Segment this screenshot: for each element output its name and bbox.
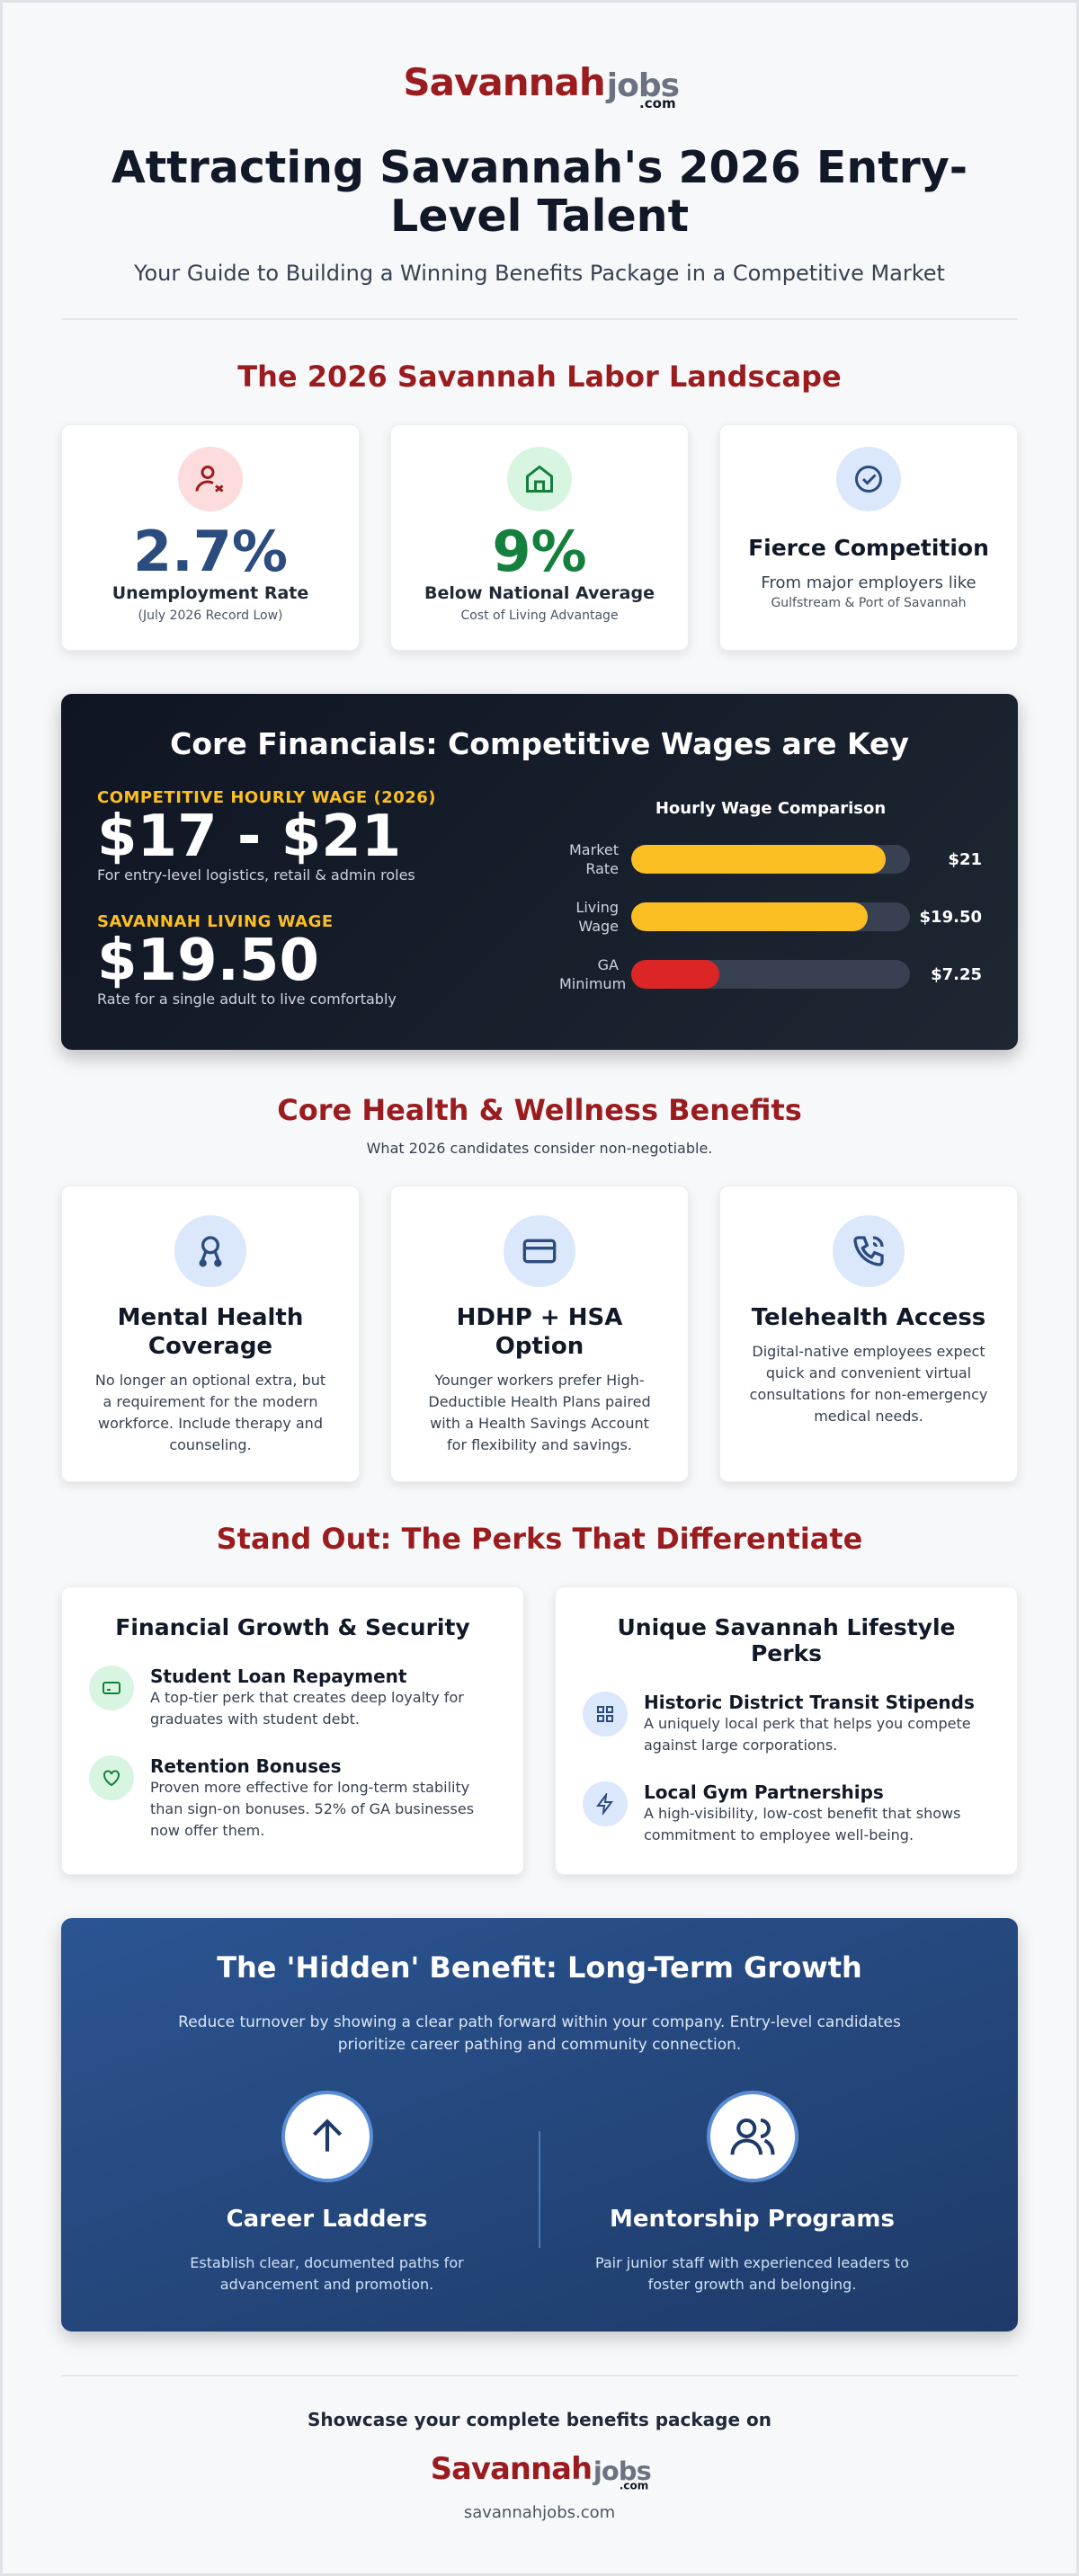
icon <box>178 447 243 511</box>
benefit-card: Telehealth Access Digital-native employe… <box>719 1186 1018 1482</box>
growth-text: Pair junior staff with experienced leade… <box>594 2254 910 2293</box>
icon <box>281 2091 373 2182</box>
bar <box>631 960 719 989</box>
stat-label: Below National Average <box>424 583 655 603</box>
section-heading: Stand Out: The Perks That Differentiate <box>216 1522 863 1556</box>
card-title: Mental Health Coverage <box>117 1304 304 1360</box>
footer-logo: Savannah jobs .com <box>156 2450 922 2492</box>
benefit-card: Mental Health Coverage No longer an opti… <box>61 1186 360 1482</box>
bar <box>631 845 887 874</box>
icon <box>174 1215 246 1287</box>
logo-suffix: .com <box>619 2479 649 2492</box>
logo-name: Savannah <box>403 60 605 104</box>
logo: Savannah jobs .com <box>61 60 1018 111</box>
icon <box>89 1666 134 1710</box>
perk-text: A uniquely local perk that helps you com… <box>644 1715 971 1754</box>
perk-card: Financial Growth & Security Student Loan… <box>61 1586 524 1875</box>
stat-card: 2.7% Unemployment Rate (July 2026 Record… <box>61 424 360 651</box>
growth-title: Mentorship Programs <box>610 2206 895 2233</box>
bar-row: GA Minimum $7.25 <box>559 946 982 1003</box>
bar-track <box>631 960 910 989</box>
icon <box>504 1215 575 1287</box>
perk-title: Historic District Transit Stipends <box>644 1692 975 1713</box>
stat-value: 9% <box>492 519 587 584</box>
perk-title: Student Loan Repayment <box>150 1666 407 1687</box>
benefit-card: HDHP + HSA Option Younger workers prefer… <box>390 1186 689 1482</box>
stat-note: Cost of Living Advantage <box>460 608 619 623</box>
section-heading: Core Health & Wellness Benefits <box>277 1093 802 1127</box>
icon <box>833 1215 905 1287</box>
stat-note: (July 2026 Record Low) <box>138 608 283 623</box>
stat-value: 2.7% <box>133 519 288 584</box>
perk-text: A top-tier perk that creates deep loyalt… <box>150 1689 464 1728</box>
panel-text: Reduce turnover by showing a clear path … <box>178 2013 901 2054</box>
logo-suffix: .com <box>639 95 676 111</box>
card-text: No longer an optional extra, but a requi… <box>94 1372 326 1453</box>
perk-text: A high-visibility, low-cost benefit that… <box>644 1805 961 1843</box>
icon <box>583 1692 628 1737</box>
footer-url: savannahjobs.com <box>463 2503 616 2522</box>
bar-track <box>631 902 910 931</box>
financials-panel: Core Financials: Competitive Wages are K… <box>61 694 1018 1050</box>
section-subtitle: What 2026 candidates consider non-negoti… <box>366 1140 713 1157</box>
wage-note: Rate for a single adult to live comforta… <box>97 990 397 1008</box>
card-title: Telehealth Access <box>751 1304 986 1331</box>
icon <box>706 2091 798 2182</box>
footer-text: Showcase your complete benefits package … <box>308 2409 771 2430</box>
title: Attracting Savannah's 2026 Entry-Level T… <box>111 142 968 242</box>
perk-title: Retention Bonuses <box>150 1755 342 1777</box>
divider <box>539 2131 540 2248</box>
icon <box>583 1781 628 1826</box>
wage-label: SAVANNAH LIVING WAGE <box>97 912 334 931</box>
category-label: GA Minimum <box>559 956 627 992</box>
wage-value: $17 - $21 <box>97 804 402 870</box>
logo-name: Savannah <box>430 2450 593 2487</box>
bar <box>631 902 868 931</box>
panel-heading: The 'Hidden' Benefit: Long-Term Growth <box>217 1950 862 1985</box>
value-label: $21 <box>948 849 982 869</box>
wage-label: COMPETITIVE HOURLY WAGE (2026) <box>97 788 437 807</box>
divider <box>61 318 1018 320</box>
card-text: Digital-native employees expect quick an… <box>749 1343 988 1425</box>
stat-card: 9% Below National Average Cost of Living… <box>390 424 689 651</box>
logo-accent: jobs <box>606 67 680 104</box>
wage-note: For entry-level logistics, retail & admi… <box>97 866 415 884</box>
perk-text: Proven more effective for long-term stab… <box>150 1779 475 1839</box>
growth-panel: The 'Hidden' Benefit: Long-Term Growth R… <box>61 1918 1018 2332</box>
card-title: Fierce Competition <box>748 535 989 561</box>
chart-title: Hourly Wage Comparison <box>655 799 887 818</box>
card-text: From major employers like <box>761 573 976 592</box>
card-title: HDHP + HSA Option <box>456 1304 623 1360</box>
value-label: $19.50 <box>919 907 982 927</box>
bar-row: Market Rate $21 <box>559 831 982 888</box>
icon <box>507 447 572 511</box>
wage-chart: Hourly Wage Comparison Market Rate $21 Liv… <box>523 788 982 1036</box>
card-title: Financial Growth & Security <box>115 1614 470 1640</box>
subtitle: Your Guide to Building a Winning Benefit… <box>134 261 945 286</box>
logo-accent: jobs <box>593 2456 652 2487</box>
wage-value: $19.50 <box>97 928 319 994</box>
stat-label: Unemployment Rate <box>111 583 309 603</box>
section-heading: The 2026 Savannah Labor Landscape <box>237 360 842 394</box>
stat-card: Fierce Competition From major employers … <box>719 424 1018 651</box>
card-text: Younger workers prefer High-Deductible H… <box>428 1372 651 1453</box>
category-label: Market Rate <box>569 841 619 877</box>
perk-title: Local Gym Partnerships <box>644 1781 884 1803</box>
category-label: Living Wage <box>575 899 619 935</box>
card-note: Gulfstream & Port of Savannah <box>771 596 967 610</box>
growth-text: Establish clear, documented paths for ad… <box>190 2254 464 2293</box>
perk-card: Unique Savannah Lifestyle Perks Historic… <box>555 1586 1018 1875</box>
divider <box>61 2375 1018 2376</box>
panel-heading: Core Financials: Competitive Wages are K… <box>170 726 909 761</box>
bar-row: Living Wage $19.50 <box>559 888 982 946</box>
value-label: $7.25 <box>931 964 982 984</box>
icon <box>836 447 901 511</box>
icon <box>89 1755 134 1800</box>
bar-track <box>631 845 910 874</box>
growth-title: Career Ladders <box>226 2206 428 2233</box>
card-title: Unique Savannah Lifestyle Perks <box>617 1614 956 1666</box>
